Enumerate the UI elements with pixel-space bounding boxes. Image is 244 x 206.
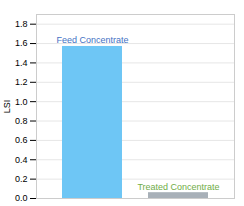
svg-text:0.6: 0.6 xyxy=(15,135,28,145)
svg-text:Feed Concentrate: Feed Concentrate xyxy=(56,35,128,45)
svg-text:1.6: 1.6 xyxy=(15,38,28,48)
svg-text:1.4: 1.4 xyxy=(15,58,28,68)
svg-text:0.4: 0.4 xyxy=(15,155,28,165)
svg-text:0.0: 0.0 xyxy=(15,193,28,203)
svg-text:1.8: 1.8 xyxy=(15,19,28,29)
svg-text:0.8: 0.8 xyxy=(15,116,28,126)
svg-text:LSI: LSI xyxy=(2,100,12,114)
svg-text:1.2: 1.2 xyxy=(15,77,28,87)
svg-text:1.0: 1.0 xyxy=(15,97,28,107)
svg-text:0.2: 0.2 xyxy=(15,174,28,184)
svg-text:Treated Concentrate: Treated Concentrate xyxy=(137,182,219,192)
